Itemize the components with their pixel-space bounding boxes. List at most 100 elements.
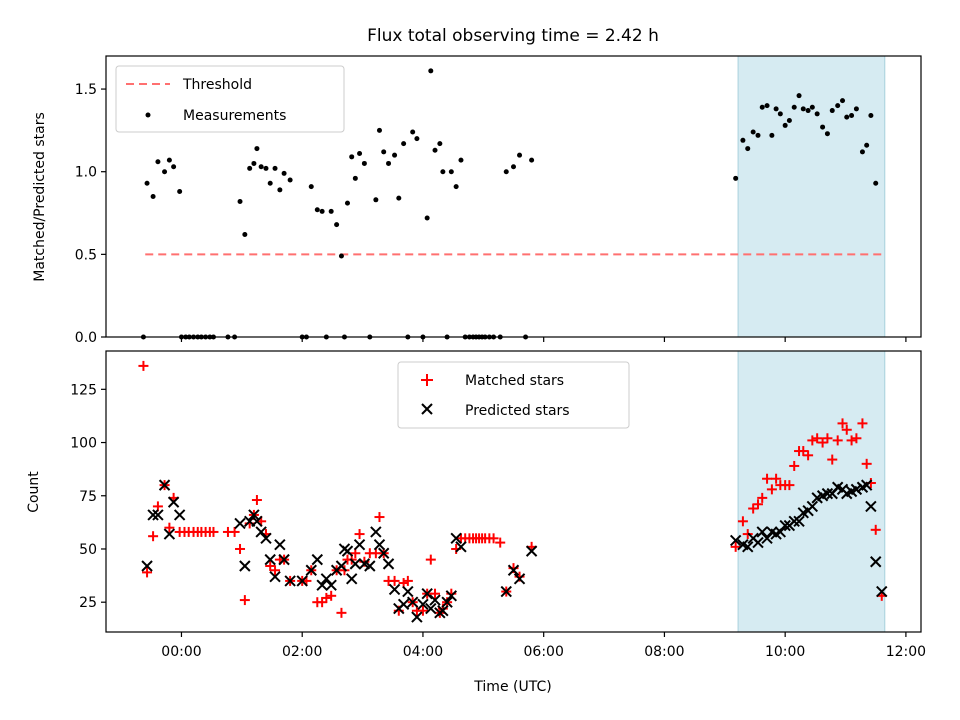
predicted-star-point [406,596,419,608]
matched-star-point [326,590,337,601]
matched-star-point [229,526,240,537]
legend-matched-swatch [421,374,433,386]
measurement-point [277,187,283,193]
measurement-point [458,157,464,163]
matched-star-point [148,531,159,542]
measurement-point [263,165,269,171]
predicted-star-point [353,539,366,551]
matched-star-point [270,565,281,576]
predicted-star-point [850,483,863,496]
y-tick-label: 25 [79,595,97,611]
top-panel: 0.0 0.5 1.0 1.5 Matched/Predicted stars Thr… [32,55,922,346]
bottom-legend-box [397,361,630,429]
measurement-point [740,137,746,143]
predicted-star-point [349,558,362,570]
predicted-star-point [158,479,171,491]
measurement-point [448,169,454,175]
matched-star-point [164,522,175,533]
measurement-point [247,165,253,171]
legend-threshold-label: Threshold [182,77,252,93]
predicted-star-point [335,560,348,572]
matched-star-point [870,524,881,535]
measurement-point [820,124,826,130]
measurement-point [437,141,443,147]
predicted-star-point [752,536,764,549]
bottom-x-axis-ticks: 00:00 02:00 04:00 06:00 08:00 10:00 12:00 [161,632,926,660]
x-tick-label: 00:00 [161,644,201,660]
predicted-star-point [147,509,159,521]
measurement-point [840,98,846,104]
measurement-point [814,111,820,117]
matched-star-point [152,501,163,512]
matched-star-point [837,418,848,429]
bottom-legend: Matched stars Predicted stars [397,361,630,429]
measurement-point [344,200,350,206]
matched-star-point [321,592,332,603]
matched-star-point [389,575,400,586]
predicted-stars-series [141,479,888,623]
matched-star-point [425,554,436,565]
predicted-star-point [373,539,386,551]
measurement-point [281,170,287,176]
predicted-star-point [141,560,153,572]
predicted-star-point [860,479,873,491]
predicted-star-point [341,545,354,557]
predicted-star-point [260,532,272,545]
predicted-star-point [774,526,787,538]
predicted-star-point [234,517,246,530]
bottom-panel: 25 50 75 100 125 00:00 02:00 04:00 06:00 08:00 10… [26,350,926,695]
predicted-star-point [756,526,768,538]
predicted-star-point [441,596,453,608]
predicted-star-point [284,575,296,587]
predicted-star-point [821,487,834,500]
predicted-star-point [382,558,395,570]
predicted-star-point [425,602,437,615]
y-tick-label: 0.5 [75,247,97,263]
measurement-point [352,175,358,181]
matched-star-point [488,533,499,544]
measurement-point [237,198,243,204]
chart-title: Flux total observing time = 2.42 h [367,26,659,46]
matched-star-point [807,435,818,446]
matched-star-point [495,537,506,548]
measurement-point [338,253,344,259]
measurement-point [824,131,830,137]
predicted-star-point [417,598,429,611]
predicted-star-point [255,526,267,538]
measurement-point [755,132,761,138]
matched-star-point [832,435,843,446]
y-tick-label: 100 [70,436,97,452]
measurement-point [786,117,792,123]
predicted-star-point [761,532,773,545]
matched-star-point [766,484,777,495]
predicted-star-point [806,500,819,513]
measurement-point [800,106,806,112]
measurement-point [376,127,382,133]
matched-star-point [402,575,413,586]
top-highlight-span [737,55,886,338]
measurement-point [373,197,379,203]
predicted-star-point [388,583,401,596]
predicted-star-point [397,598,410,611]
predicted-star-point [305,564,317,576]
bottom-highlight-span [737,350,886,633]
x-tick-label: 08:00 [644,644,684,660]
y-tick-label: 75 [79,489,97,505]
matched-star-point [208,526,219,537]
predicted-star-point [876,585,888,598]
measurement-point [745,146,751,152]
measurement-point [503,169,509,175]
bottom-y-axis-label: Count [26,471,42,513]
measurement-point [844,114,850,120]
bottom-axes-frame [105,350,922,633]
measurement-point [453,184,459,190]
predicted-star-point [870,556,882,568]
measurement-point [251,160,257,166]
measurement-point [764,103,770,109]
measurement-point [773,106,779,112]
matched-star-point [374,512,385,523]
predicted-star-point [411,611,423,623]
predicted-star-point [525,545,538,557]
top-legend: Threshold Measurements [115,65,345,133]
